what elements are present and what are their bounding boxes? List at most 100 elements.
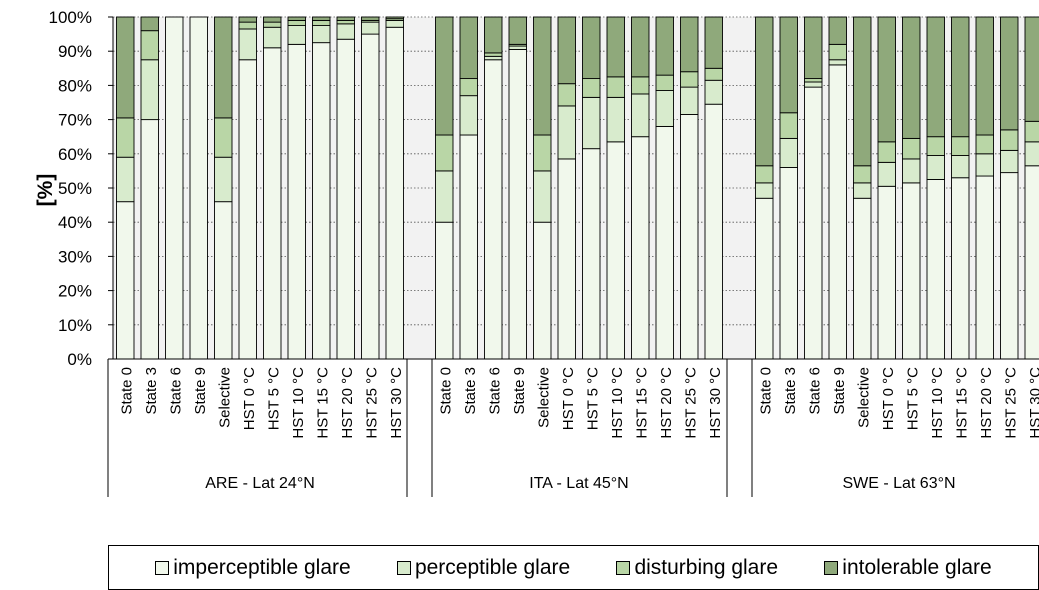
x-category-label: State 9 (831, 367, 848, 415)
bar-segment-disturbing-glare (704, 67, 723, 81)
x-category-label: HST 0 °C (560, 367, 577, 430)
x-category-label: HST 30 °C (707, 367, 724, 439)
bar-segment-disturbing-glare (951, 136, 970, 156)
bar-segment-disturbing-glare (877, 141, 896, 163)
bar-segment-imperceptible-glare (361, 33, 380, 360)
bar-segment-perceptible-glare (828, 59, 847, 66)
y-tick-label: 50% (58, 179, 92, 198)
bar-segment-intolerable-glare (140, 16, 159, 32)
x-category-label: Selective (855, 367, 872, 428)
bar-segment-imperceptible-glare (1000, 172, 1019, 360)
bar-segment-imperceptible-glare (189, 16, 208, 360)
bar-segment-perceptible-glare (238, 28, 257, 61)
bar-segment-perceptible-glare (533, 170, 552, 223)
y-axis-label: [%] (34, 174, 57, 207)
bar-segment-imperceptible-glare (755, 197, 774, 360)
axes (107, 16, 1039, 497)
bar-segment-imperceptible-glare (435, 221, 454, 360)
bar-segment-perceptible-glare (902, 158, 921, 184)
bar-segment-imperceptible-glare (804, 86, 823, 360)
bar-segment-imperceptible-glare (877, 185, 896, 360)
bar-segment-intolerable-glare (680, 16, 699, 73)
bar-segment-intolerable-glare (1000, 16, 1019, 131)
bar-segment-intolerable-glare (508, 16, 527, 45)
x-category-label: State 3 (782, 367, 799, 415)
legend-swatch (396, 560, 411, 575)
y-tick-label: 80% (58, 76, 92, 95)
bar-segment-perceptible-glare (508, 45, 527, 50)
bar-segment-imperceptible-glare (263, 47, 282, 360)
x-category-label: HST 5 °C (584, 367, 601, 430)
bar-segment-intolerable-glare (336, 16, 355, 21)
bar-segment-perceptible-glare (214, 156, 233, 203)
bar-segment-disturbing-glare (263, 21, 282, 28)
bar-segment-perceptible-glare (951, 155, 970, 179)
y-tick-label: 40% (58, 213, 92, 232)
bar-segment-intolerable-glare (385, 16, 404, 20)
bar-segment-imperceptible-glare (557, 158, 576, 360)
bar-segment-imperceptible-glare (459, 134, 478, 360)
x-category-label: HST 25 °C (1002, 367, 1019, 439)
x-category-label: State 3 (462, 367, 479, 415)
bar-segment-perceptible-glare (557, 105, 576, 160)
x-category-labels: State 0 State 3 State 6 State 9 Selective HST… (118, 367, 1039, 439)
x-category-label: HST 25 °C (682, 367, 699, 439)
bar-segment-imperceptible-glare (214, 201, 233, 360)
bar-segment-perceptible-glare (680, 86, 699, 115)
x-category-label: State 6 (486, 367, 503, 415)
bar-segment-disturbing-glare (582, 78, 601, 98)
bar-segment-imperceptible-glare (902, 182, 921, 360)
bar-segment-intolerable-glare (704, 16, 723, 69)
bar-segment-perceptible-glare (926, 155, 945, 180)
bar-segment-perceptible-glare (1024, 141, 1039, 167)
x-category-label: HST 15 °C (314, 367, 331, 439)
x-category-label: HST 5 °C (265, 367, 282, 430)
bar-segment-imperceptible-glare (165, 16, 184, 360)
x-category-label: HST 0 °C (880, 367, 897, 430)
bar-segment-disturbing-glare (484, 52, 503, 57)
y-tick-label: 60% (58, 145, 92, 164)
y-tick-label: 70% (58, 111, 92, 130)
x-category-label: HST 30 °C (1027, 367, 1039, 439)
bar-segment-imperceptible-glare (533, 221, 552, 360)
bar-segment-perceptible-glare (140, 59, 159, 121)
bar-segment-imperceptible-glare (631, 136, 650, 360)
bar-segment-intolerable-glare (975, 16, 994, 136)
y-tick-label: 90% (58, 42, 92, 61)
x-category-label: HST 10 °C (290, 367, 307, 439)
bar-segment-disturbing-glare (533, 134, 552, 172)
legend: imperceptible glare perceptible glare dist… (108, 545, 1039, 590)
bar-segment-intolerable-glare (238, 16, 257, 23)
bar-segment-intolerable-glare (853, 16, 872, 167)
bar-segment-imperceptible-glare (238, 59, 257, 360)
bar-segment-disturbing-glare (853, 165, 872, 184)
bar-segment-disturbing-glare (287, 19, 306, 27)
legend-swatch (155, 560, 170, 575)
bar-segment-perceptible-glare (606, 96, 625, 143)
bar-segment-imperceptible-glare (385, 26, 404, 360)
bar-segment-perceptible-glare (582, 96, 601, 150)
bar-segment-disturbing-glare (435, 134, 454, 172)
bar-segment-intolerable-glare (926, 16, 945, 138)
bar-segment-imperceptible-glare (975, 175, 994, 360)
y-tick-label: 30% (58, 247, 92, 266)
bar-segment-intolerable-glare (582, 16, 601, 80)
bar-segment-imperceptible-glare (287, 43, 306, 360)
x-category-label: HST 5 °C (904, 367, 921, 430)
bar-segment-imperceptible-glare (951, 177, 970, 360)
bar-segment-disturbing-glare (631, 76, 650, 95)
bar-segment-perceptible-glare (116, 156, 135, 203)
bar-segment-imperceptible-glare (508, 49, 527, 360)
bar-segment-perceptible-glare (655, 90, 674, 127)
legend-swatch (824, 560, 839, 575)
bar-segment-intolerable-glare (902, 16, 921, 139)
bar-segment-imperceptible-glare (606, 141, 625, 360)
bar-segment-intolerable-glare (557, 16, 576, 85)
y-tick-label: 20% (58, 282, 92, 301)
bar-segment-intolerable-glare (116, 16, 135, 119)
x-category-label: State 9 (192, 367, 209, 415)
group-label: ARE - Lat 24°N (205, 475, 315, 492)
bar-segment-disturbing-glare (779, 112, 798, 139)
x-category-label: HST 15 °C (633, 367, 650, 439)
